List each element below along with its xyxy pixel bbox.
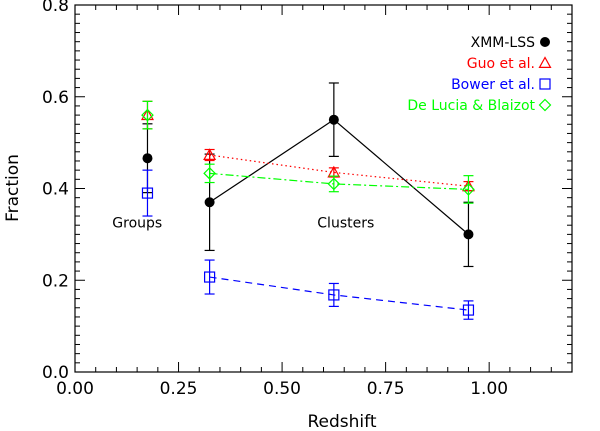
- data-point: [462, 304, 475, 316]
- x-tick-label: 0.50: [263, 379, 301, 399]
- x-tick-label: 0.00: [56, 379, 94, 399]
- data-point: [462, 183, 475, 196]
- data-point: [142, 153, 153, 164]
- data-point: [328, 289, 340, 301]
- x-tick-label: 1.00: [470, 379, 508, 399]
- data-point: [204, 271, 216, 283]
- data-point: [203, 167, 216, 180]
- legend-label: De Lucia & Blaizot: [407, 98, 535, 114]
- series-line: [209, 154, 469, 187]
- x-tick-label: 0.25: [160, 379, 198, 399]
- data-point: [328, 114, 339, 125]
- data-point: [204, 197, 215, 208]
- legend-marker: [538, 56, 552, 69]
- annotation-label: Clusters: [317, 215, 374, 231]
- legend-marker: [540, 37, 550, 47]
- x-axis-label: Redshift: [307, 412, 376, 431]
- data-point: [203, 148, 217, 161]
- annotation-label: Groups: [112, 215, 162, 231]
- series-3: [141, 169, 475, 320]
- legend-marker: [538, 98, 552, 112]
- y-tick-label: 0.0: [42, 363, 69, 383]
- series-2: [140, 100, 475, 192]
- legend-label: XMM-LSS: [471, 35, 535, 51]
- data-point: [141, 108, 154, 122]
- y-tick-label: 0.4: [42, 180, 69, 200]
- legend-marker: [539, 78, 551, 90]
- y-tick-label: 0.8: [42, 0, 69, 16]
- x-tick-label: 0.75: [367, 379, 405, 399]
- legend-label: Guo et al.: [467, 56, 535, 72]
- y-axis-label: Fraction: [3, 154, 23, 222]
- legend-label: Bower et al.: [451, 77, 535, 93]
- data-point: [327, 177, 341, 191]
- axes: 0.00 0.25 0.50 0.75 1.00 0.0 0.2 0.4 0.6 0.8: [42, 0, 573, 399]
- series-4: [141, 100, 475, 204]
- y-tick-label: 0.2: [42, 271, 69, 291]
- data-point: [141, 187, 154, 199]
- data-point: [463, 229, 474, 240]
- y-tick-label: 0.6: [42, 88, 69, 108]
- annotations: Groups Clusters: [112, 215, 374, 231]
- series-layer: [140, 82, 475, 320]
- legend: XMM-LSS Guo et al. Bower et al. De Lucia & …: [407, 35, 552, 114]
- series-1: [142, 82, 474, 268]
